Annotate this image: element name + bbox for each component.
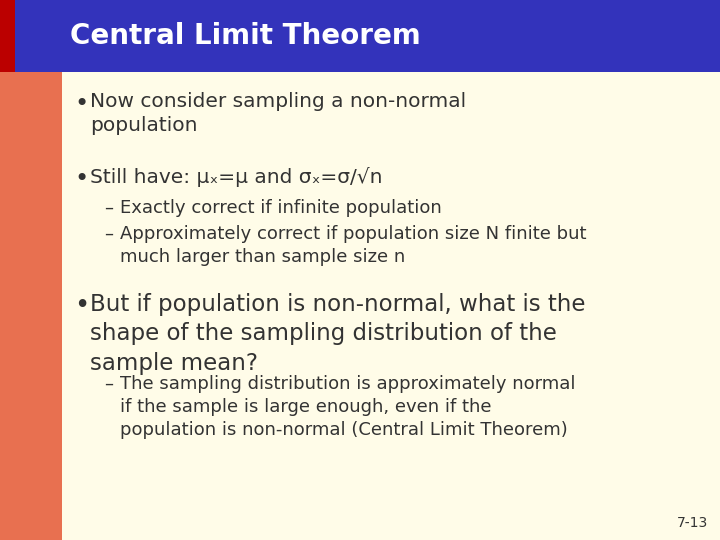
- Text: –: –: [104, 199, 113, 217]
- Text: –: –: [104, 375, 113, 393]
- Text: Still have: μₓ=μ and σₓ=σ/√n: Still have: μₓ=μ and σₓ=σ/√n: [90, 167, 382, 187]
- Text: But if population is non-normal, what is the
shape of the sampling distribution : But if population is non-normal, what is…: [90, 293, 585, 375]
- Bar: [0, 0, 15, 72]
- Text: •: •: [74, 293, 89, 319]
- Bar: [0, 72, 720, 540]
- Text: The sampling distribution is approximately normal
if the sample is large enough,: The sampling distribution is approximate…: [120, 375, 575, 439]
- Text: Approximately correct if population size N finite but
much larger than sample si: Approximately correct if population size…: [120, 225, 587, 266]
- Text: Central Limit Theorem: Central Limit Theorem: [70, 22, 420, 50]
- Text: •: •: [74, 167, 89, 191]
- Text: •: •: [74, 92, 89, 116]
- Text: Now consider sampling a non-normal
population: Now consider sampling a non-normal popul…: [90, 92, 466, 135]
- Text: 7-13: 7-13: [677, 516, 708, 530]
- Text: –: –: [104, 225, 113, 243]
- Text: Exactly correct if infinite population: Exactly correct if infinite population: [120, 199, 442, 217]
- Bar: [0, 0, 720, 72]
- Bar: [0, 72, 62, 540]
